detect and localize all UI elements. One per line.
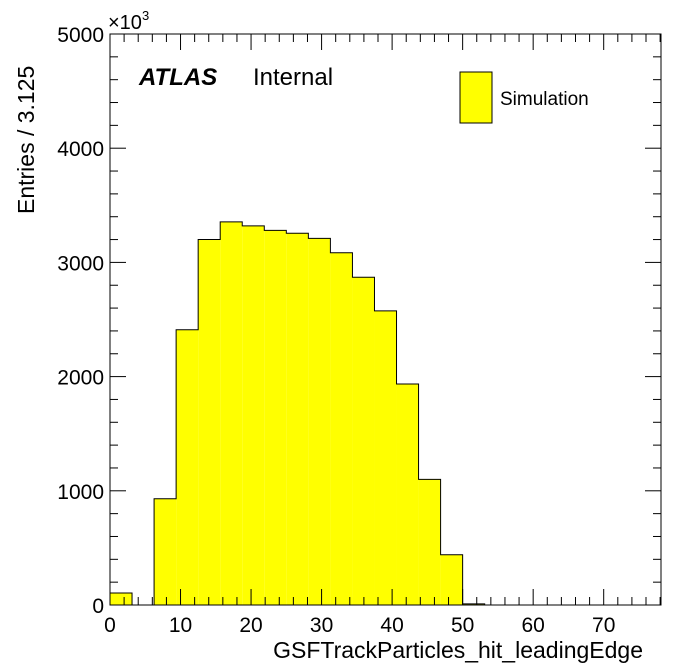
histogram-bar: [352, 277, 375, 605]
histogram-bar: [110, 593, 133, 605]
x-tick-label: 0: [104, 614, 116, 637]
histogram-bar: [462, 603, 485, 605]
y-axis-tick-labels: 0 1000 2000 3000 4000 5000: [57, 24, 104, 618]
histogram-bar: [374, 310, 397, 605]
histogram-bar: [308, 238, 331, 605]
x-tick-label: 20: [239, 614, 262, 637]
histogram-bar: [198, 239, 221, 605]
histogram-bars: [109, 221, 661, 606]
x-tick-label: 10: [169, 614, 192, 637]
y-tick-label: 4000: [57, 138, 104, 161]
histogram-bar: [242, 225, 265, 605]
histogram-bar: [330, 252, 353, 605]
y-axis-multiplier: ×103: [108, 8, 149, 34]
legend: Simulation: [459, 71, 589, 124]
y-tick-label: 5000: [57, 24, 104, 47]
y-tick-label: 3000: [57, 252, 104, 275]
histogram-bar: [396, 384, 419, 605]
legend-swatch-simulation: [459, 71, 493, 124]
histogram-bar: [176, 329, 199, 605]
y-tick-label: 0: [92, 595, 104, 618]
histogram-bar: [264, 230, 287, 605]
histogram-bar: [440, 554, 463, 605]
legend-entry-simulation: Simulation: [500, 89, 589, 110]
multiplier-base: ×10: [108, 12, 142, 34]
histogram-bar: [154, 498, 177, 605]
atlas-label: ATLAS: [138, 64, 217, 91]
y-tick-label: 2000: [57, 367, 104, 390]
histogram-bar: [418, 479, 441, 605]
x-tick-label: 40: [380, 614, 403, 637]
x-axis-ticks: [109, 34, 661, 605]
y-axis-title: Entries / 3.125: [13, 66, 39, 214]
plot-frame: [109, 33, 662, 606]
histogram-bar: [286, 233, 309, 606]
x-axis-title: GSFTrackParticles_hit_leadingEdge: [273, 637, 643, 663]
x-tick-label: 30: [310, 614, 333, 637]
y-axis-ticks: [110, 33, 661, 606]
histogram-bar: [220, 221, 243, 605]
x-tick-label: 70: [592, 614, 615, 637]
atlas-status-label: Internal: [253, 64, 333, 91]
x-tick-label: 50: [451, 614, 474, 637]
multiplier-exponent: 3: [142, 8, 149, 23]
x-tick-label: 60: [521, 614, 544, 637]
y-tick-label: 1000: [57, 481, 104, 504]
x-axis-tick-labels: 0 10 20 30 40 50 60 70: [104, 614, 615, 637]
